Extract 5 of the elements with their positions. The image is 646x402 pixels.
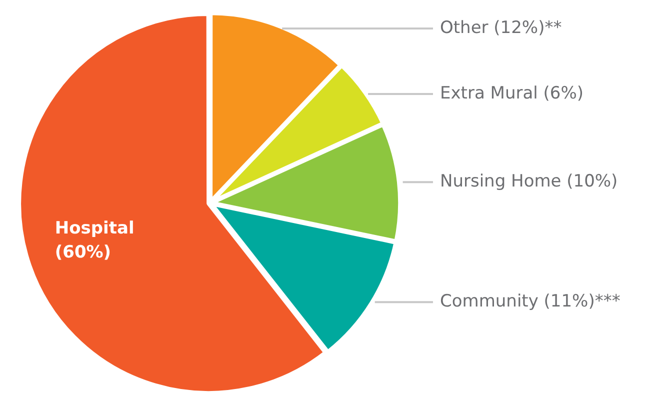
slice-label: Hospital (60%) [54, 218, 134, 263]
slice-label: Extra Mural (6%) [440, 83, 584, 104]
slice-label: Other (12%)** [440, 18, 562, 38]
slice-label: Community (11%)*** [440, 292, 620, 312]
slice-label: Nursing Home (10%) [440, 172, 618, 192]
